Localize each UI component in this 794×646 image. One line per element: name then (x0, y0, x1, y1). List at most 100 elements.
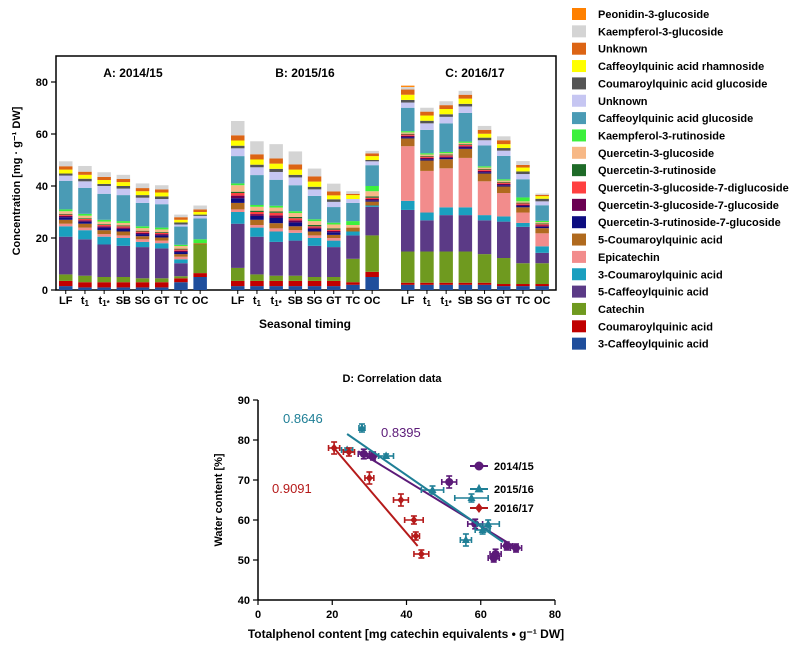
bar-segment (420, 120, 434, 124)
bar-segment (365, 235, 379, 272)
data-point (512, 544, 521, 552)
bar-segment (365, 153, 379, 157)
bar-segment (439, 168, 453, 208)
legend-label: Peonidin-3-glucoside (598, 9, 709, 21)
bar-segment (420, 170, 434, 213)
bar-segment (269, 158, 283, 164)
bar-segment (516, 197, 530, 202)
legend-swatch (572, 77, 586, 90)
bar-segment (516, 207, 530, 213)
bar-segment (365, 196, 379, 198)
x-tick-label: TC (346, 295, 361, 307)
bar-segment (288, 240, 303, 276)
bar-segment (365, 199, 379, 201)
bar-segment (516, 226, 530, 264)
bar-segment (155, 232, 169, 233)
bar-segment (135, 230, 150, 232)
bar-segment (346, 199, 360, 203)
bar-segment (288, 286, 303, 290)
bar-segment (497, 185, 511, 187)
data-point (478, 525, 487, 533)
bar-segment (116, 195, 131, 222)
legend-label: 2016/17 (494, 503, 534, 515)
x-tick-subscript: 1* (444, 299, 452, 308)
bar-segment (401, 282, 415, 285)
bar-segment (59, 217, 73, 220)
data-point (484, 519, 493, 527)
bar-segment (346, 235, 360, 259)
bar-segment (250, 225, 264, 228)
bar-segment (250, 167, 264, 176)
bar-segment (135, 188, 150, 192)
bar-segment (155, 243, 169, 249)
x-tick-label: 40 (400, 609, 412, 621)
bar-segment (420, 115, 434, 121)
bar-segment (458, 103, 473, 107)
bar-segment (269, 223, 283, 229)
x-tick-label: SB (116, 295, 131, 307)
data-point (502, 542, 511, 550)
bar-segment (97, 193, 111, 220)
bar-segment (516, 286, 530, 290)
bar-segment (59, 274, 73, 281)
bar-segment (307, 286, 322, 290)
bar-segment (97, 224, 111, 225)
bar-segment (155, 234, 169, 236)
bar-segment (327, 240, 341, 248)
bar-segment (346, 195, 360, 199)
bar-segment (78, 174, 92, 179)
bar-segment (401, 133, 415, 135)
correlation-coefficient: 0.9091 (272, 481, 312, 496)
bar-segment (516, 164, 530, 168)
bar-segment (516, 204, 530, 207)
bar-segment (477, 168, 492, 170)
bar-segment (439, 159, 453, 169)
bar-segment (401, 134, 415, 136)
bar-segment (288, 226, 303, 231)
bar-segment (327, 183, 341, 192)
bar-segment (401, 85, 415, 87)
bar-segment (116, 277, 131, 283)
bar-segment (97, 287, 111, 290)
regression-line (331, 445, 419, 547)
bar-segment (307, 168, 322, 177)
data-point (410, 515, 418, 525)
bar-segment (231, 198, 245, 203)
bar-segment (135, 191, 150, 196)
x-tick-label: t1 (423, 295, 432, 308)
bar-segment (174, 249, 188, 251)
legend-swatch (572, 8, 586, 20)
x-tick-subscript: 1* (274, 299, 282, 308)
bar-segment (59, 226, 73, 237)
bar-segment (439, 251, 453, 283)
bar-segment (78, 215, 92, 219)
bar-segment (288, 280, 303, 287)
y-tick-label: 20 (36, 233, 48, 245)
bar-segment (307, 231, 322, 236)
bar-segment (193, 243, 207, 245)
bar-segment (288, 177, 303, 186)
data-point (491, 550, 500, 558)
data-point (359, 450, 368, 458)
bar-segment (59, 169, 73, 174)
bar-segment (59, 223, 73, 227)
bar-segment (174, 250, 188, 253)
bar-segment (497, 182, 511, 184)
legend-label: Kaempferol-3-rutinoside (598, 130, 725, 142)
y-tick-label: 0 (42, 285, 48, 297)
bar-segment (516, 263, 530, 285)
bar-segment (307, 189, 322, 196)
bar-segment (327, 191, 341, 196)
bar-segment (174, 252, 188, 255)
bar-segment (155, 229, 169, 233)
x-tick-label: SG (477, 295, 493, 307)
bar-segment (116, 238, 131, 246)
bar-segment (97, 172, 111, 177)
bar-segment (288, 169, 303, 175)
bar-segment (420, 251, 434, 283)
bar-segment (193, 205, 207, 210)
bar-segment (307, 280, 322, 287)
correlation-scatter-chart: D: Correlation data 40 50 60 70 80 90 0 20 40 60 80… (213, 373, 564, 641)
bar-segment (516, 202, 530, 204)
bar-segment (401, 200, 415, 210)
